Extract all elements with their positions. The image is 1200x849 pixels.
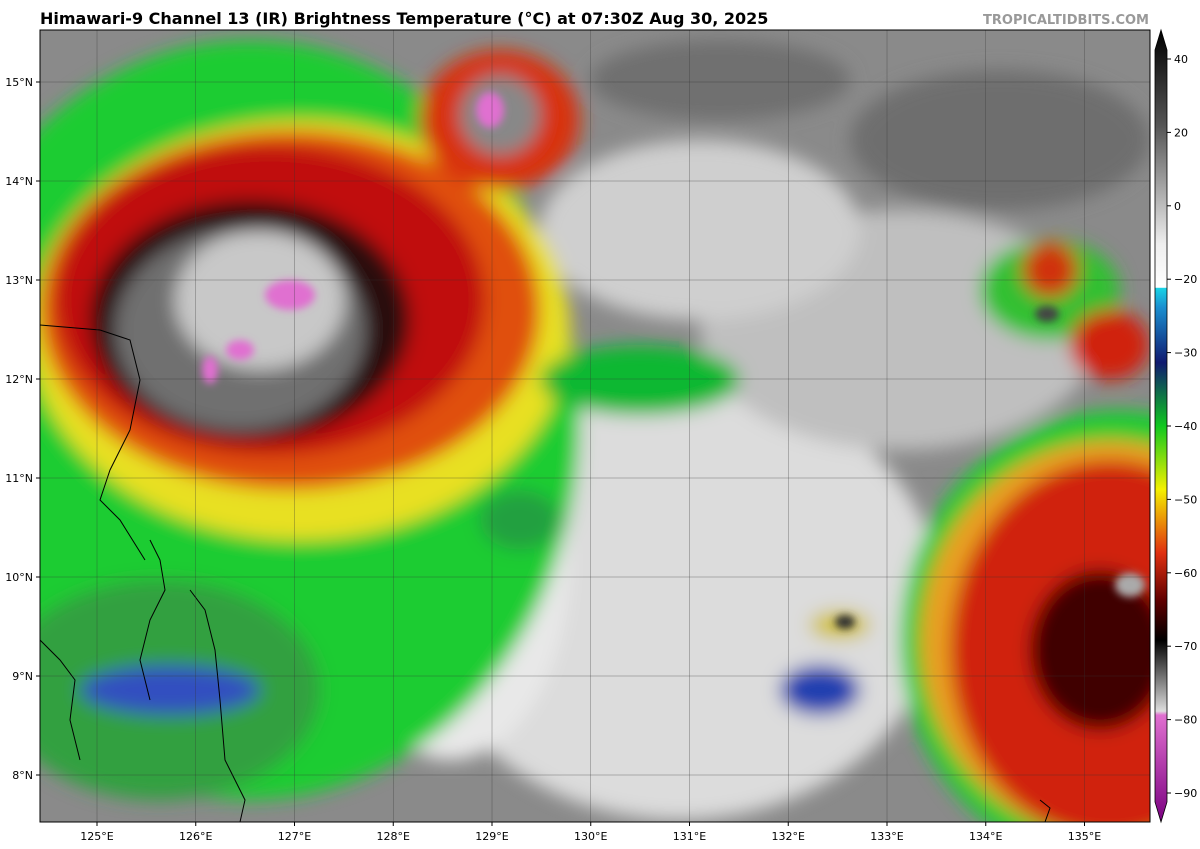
graticule [40,30,1150,822]
colorbar-label: −20 [1174,273,1197,286]
colorbar-label: −60 [1174,567,1197,580]
lat-label: 15°N [5,76,33,89]
map-frame [39,29,1151,823]
lon-label: 128°E [377,830,410,843]
lat-label: 9°N [12,670,33,683]
colorbar-label: −90 [1174,787,1197,800]
lon-label: 127°E [278,830,311,843]
colorbar-label: 0 [1174,200,1181,213]
colorbar-label: −30 [1174,347,1197,360]
lon-label: 131°E [673,830,706,843]
colorbar-label: −40 [1174,420,1197,433]
lon-label: 130°E [574,830,607,843]
watermark: TROPICALTIDBITS.COM [983,13,1149,28]
coastlines [40,324,1051,822]
title: Himawari-9 Channel 13 (IR) Brightness Te… [40,9,768,28]
lat-label: 12°N [5,373,33,386]
lon-label: 135°E [1068,830,1101,843]
lon-label: 126°E [179,830,212,843]
lat-label: 14°N [5,175,33,188]
colorbar-label: −80 [1174,714,1197,727]
colorbar-label: 20 [1174,126,1188,139]
lat-label: 13°N [5,274,33,287]
colorbar-label: −70 [1174,640,1197,653]
colorbar-label: −50 [1174,493,1197,506]
colorbar-label: 40 [1174,53,1188,66]
lon-label: 129°E [475,830,508,843]
lat-label: 10°N [5,571,33,584]
labels: 125°E 126°E 127°E 128°E 129°E 130°E 131°E 132°E… [5,53,1197,843]
lat-label: 8°N [12,769,33,782]
lon-label: 133°E [870,830,903,843]
colorbar [1154,28,1168,824]
lon-label: 134°E [969,830,1002,843]
satellite-imagery [40,30,1150,822]
lat-label: 11°N [5,472,33,485]
lon-label: 125°E [80,830,113,843]
lon-label: 132°E [772,830,805,843]
